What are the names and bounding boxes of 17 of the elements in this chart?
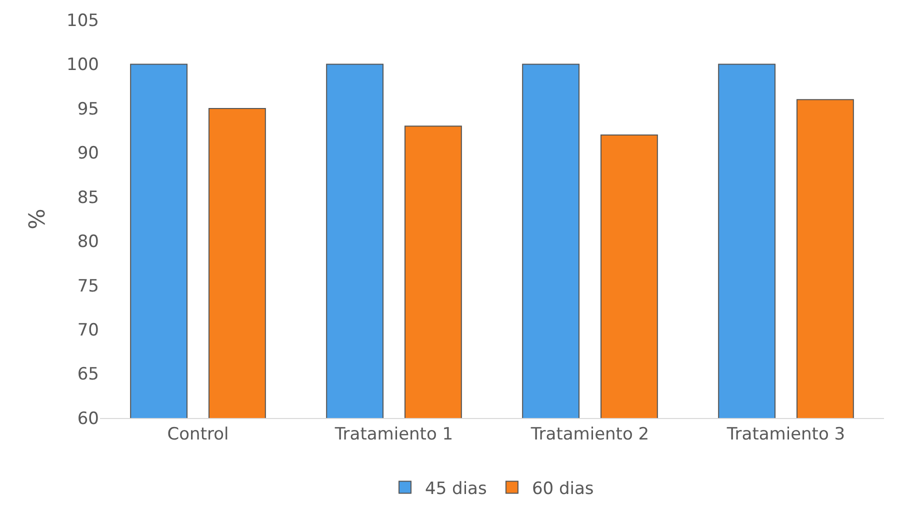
x-tick-label: Control (167, 424, 229, 444)
y-tick-label: 80 (77, 232, 99, 252)
y-tick-label: 95 (77, 99, 99, 120)
y-tick-label: 85 (77, 188, 99, 208)
y-tick-label: 105 (66, 10, 99, 31)
x-tick-label: Tratamiento 2 (530, 424, 650, 444)
y-axis-title: % (25, 208, 50, 230)
y-tick-label: 75 (77, 276, 99, 296)
y-tick-label: 90 (77, 144, 99, 164)
y-tick-label: 65 (77, 364, 99, 385)
legend-label: 45 dias (425, 478, 487, 499)
y-tick-label: 100 (66, 55, 99, 76)
y-tick-label: 60 (77, 408, 99, 429)
x-tick-label: Tratamiento 1 (334, 424, 454, 444)
legend-label: 60 dias (532, 478, 594, 499)
x-tick-label: Tratamiento 3 (726, 424, 846, 444)
y-tick-label: 70 (77, 320, 99, 341)
